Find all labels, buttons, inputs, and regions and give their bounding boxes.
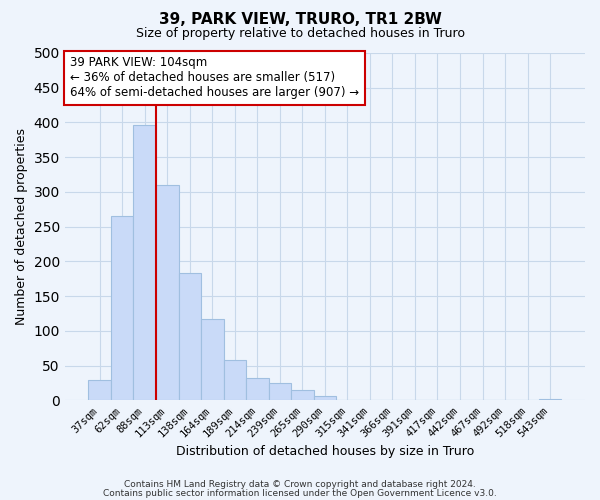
Bar (179, 274, 201, 400)
Bar (291, 390, 314, 400)
Text: Contains public sector information licensed under the Open Government Licence v3: Contains public sector information licen… (103, 488, 497, 498)
Text: 39 PARK VIEW: 104sqm
← 36% of detached houses are smaller (517)
64% of semi-deta: 39 PARK VIEW: 104sqm ← 36% of detached h… (70, 56, 359, 100)
Text: Contains HM Land Registry data © Crown copyright and database right 2024.: Contains HM Land Registry data © Crown c… (124, 480, 476, 489)
Bar (133, 124, 156, 400)
Bar (539, 399, 562, 400)
Bar (314, 396, 336, 400)
Bar (88, 380, 111, 400)
Bar (111, 216, 133, 400)
Bar (269, 383, 291, 400)
X-axis label: Distribution of detached houses by size in Truro: Distribution of detached houses by size … (176, 444, 474, 458)
Bar (224, 360, 246, 401)
Text: 39, PARK VIEW, TRURO, TR1 2BW: 39, PARK VIEW, TRURO, TR1 2BW (158, 12, 442, 28)
Bar (156, 185, 179, 400)
Text: Size of property relative to detached houses in Truro: Size of property relative to detached ho… (136, 28, 464, 40)
Bar (201, 319, 224, 400)
Bar (246, 378, 269, 400)
Y-axis label: Number of detached properties: Number of detached properties (15, 128, 28, 325)
